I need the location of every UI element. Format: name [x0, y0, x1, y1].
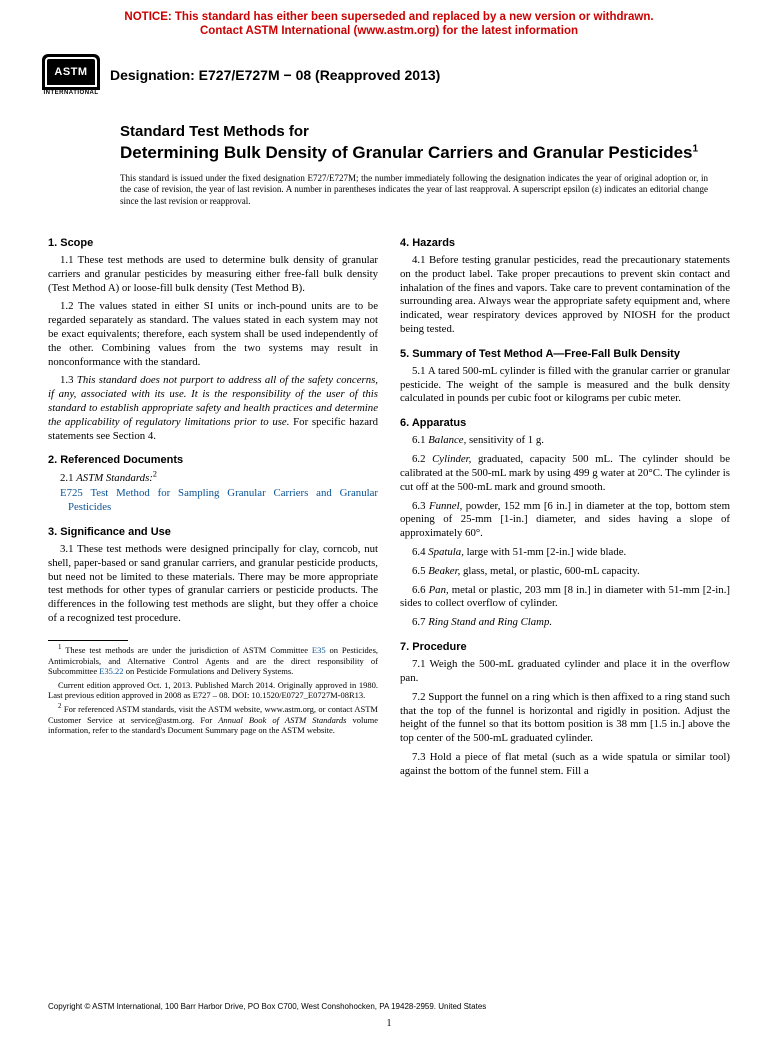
header: ASTM INTERNATIONAL Designation: E727/E72… [0, 43, 778, 101]
page-number: 1 [0, 1018, 778, 1029]
para-1-1: 1.1 These test methods are used to deter… [48, 254, 378, 295]
astm-logo: ASTM INTERNATIONAL [42, 49, 100, 101]
section-5-head: 5. Summary of Test Method A—Free-Fall Bu… [400, 347, 730, 361]
para-2-1: 2.1 ASTM Standards:2 [48, 472, 378, 486]
ref-e725[interactable]: E725 Test Method for Sampling Granular C… [48, 487, 378, 515]
copyright: Copyright © ASTM International, 100 Barr… [48, 1002, 486, 1011]
para-6-1: 6.1 Balance, sensitivity of 1 g. [400, 434, 730, 448]
para-1-3: 1.3 This standard does not purport to ad… [48, 374, 378, 443]
para-6-4: 6.4 Spatula, large with 51-mm [2-in.] wi… [400, 546, 730, 560]
notice-line1: NOTICE: This standard has either been su… [124, 11, 653, 23]
footnote-2: 2 For referenced ASTM standards, visit t… [48, 704, 378, 736]
left-column: 1. Scope 1.1 These test methods are used… [48, 226, 378, 784]
notice-line2: Contact ASTM International (www.astm.org… [200, 25, 578, 37]
section-2-head: 2. Referenced Documents [48, 453, 378, 467]
title-main: Determining Bulk Density of Granular Car… [120, 142, 708, 163]
logo-sub: INTERNATIONAL [42, 90, 100, 96]
footnote-1: 1 These test methods are under the juris… [48, 645, 378, 677]
section-4-head: 4. Hazards [400, 236, 730, 250]
para-7-2: 7.2 Support the funnel on a ring which i… [400, 691, 730, 746]
issuance-note: This standard is issued under the fixed … [0, 163, 778, 208]
right-column: 4. Hazards 4.1 Before testing granular p… [400, 226, 730, 784]
footnote-rule [48, 640, 128, 641]
para-7-1: 7.1 Weigh the 500-mL graduated cylinder … [400, 658, 730, 686]
para-6-6: 6.6 Pan, metal or plastic, 203 mm [8 in.… [400, 584, 730, 612]
section-6-head: 6. Apparatus [400, 416, 730, 430]
para-6-3: 6.3 Funnel, powder, 152 mm [6 in.] in di… [400, 500, 730, 541]
para-4-1: 4.1 Before testing granular pesticides, … [400, 254, 730, 337]
para-5-1: 5.1 A tared 500-mL cylinder is filled wi… [400, 365, 730, 406]
para-7-3: 7.3 Hold a piece of flat metal (such as … [400, 751, 730, 779]
title-block: Standard Test Methods for Determining Bu… [0, 101, 778, 163]
footnote-1b: Current edition approved Oct. 1, 2013. P… [48, 680, 378, 701]
para-6-7: 6.7 Ring Stand and Ring Clamp. [400, 616, 730, 630]
title-kicker: Standard Test Methods for [120, 123, 708, 142]
para-1-2: 1.2 The values stated in either SI units… [48, 300, 378, 369]
section-3-head: 3. Significance and Use [48, 525, 378, 539]
body-columns: 1. Scope 1.1 These test methods are used… [0, 208, 778, 784]
section-1-head: 1. Scope [48, 236, 378, 250]
para-6-2: 6.2 Cylinder, graduated, capacity 500 mL… [400, 453, 730, 494]
logo-abbrev: ASTM [54, 66, 87, 78]
notice-banner: NOTICE: This standard has either been su… [0, 0, 778, 43]
section-7-head: 7. Procedure [400, 640, 730, 654]
para-3-1: 3.1 These test methods were designed pri… [48, 543, 378, 626]
designation: Designation: E727/E727M − 08 (Reapproved… [110, 67, 440, 83]
para-6-5: 6.5 Beaker, glass, metal, or plastic, 60… [400, 565, 730, 579]
